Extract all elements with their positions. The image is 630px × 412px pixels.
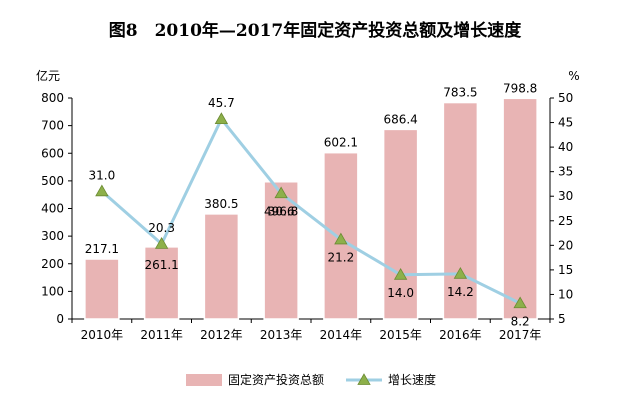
left-tick-label: 400 xyxy=(41,202,64,216)
line-point xyxy=(154,237,169,249)
right-tick-label: 10 xyxy=(558,287,573,301)
bar-value-label: 798.8 xyxy=(503,81,537,95)
right-tick-label: 25 xyxy=(558,214,573,228)
x-tick-label: 2014年 xyxy=(320,328,363,342)
left-tick-label: 700 xyxy=(41,119,64,133)
line-value-label: 31.0 xyxy=(89,168,116,182)
legend-line-marker xyxy=(357,373,371,385)
line-value-label: 14.0 xyxy=(387,286,414,300)
legend-bar-swatch xyxy=(186,374,222,386)
line-value-label: 45.7 xyxy=(208,96,235,110)
left-tick-label: 500 xyxy=(41,174,64,188)
line-point xyxy=(393,267,408,280)
line-value-label: 14.2 xyxy=(447,285,474,299)
bar xyxy=(502,97,538,320)
bar-value-label: 217.1 xyxy=(85,242,119,256)
x-tick-label: 2010年 xyxy=(81,328,124,342)
line-point xyxy=(334,232,348,245)
left-tick-label: 800 xyxy=(41,91,64,105)
right-tick-label: 5 xyxy=(558,312,566,326)
bar xyxy=(382,128,419,320)
line-value-label: 8.2 xyxy=(511,314,530,328)
left-tick-label: 300 xyxy=(41,229,64,243)
line-point xyxy=(513,296,527,309)
x-tick-label: 2015年 xyxy=(379,328,422,342)
right-axis-unit: % xyxy=(568,69,579,83)
bar xyxy=(203,213,240,320)
line-point xyxy=(274,186,288,199)
left-tick-label: 100 xyxy=(41,284,64,298)
line-value-label: 30.6 xyxy=(268,204,295,218)
right-tick-label: 20 xyxy=(558,238,573,252)
bar xyxy=(263,181,299,320)
right-tick-label: 45 xyxy=(558,116,573,130)
bar-value-label: 783.5 xyxy=(443,86,477,100)
x-tick-label: 2012年 xyxy=(200,328,243,342)
bar xyxy=(84,258,120,320)
legend-bar-label: 固定资产投资总额 xyxy=(228,372,324,387)
right-tick-label: 40 xyxy=(558,140,573,154)
line-point xyxy=(453,267,468,279)
legend-line-label: 增长速度 xyxy=(388,372,436,387)
bar-value-label: 261.1 xyxy=(144,258,178,272)
line-value-label: 20.3 xyxy=(148,221,175,235)
line-point xyxy=(214,112,229,125)
right-tick-label: 15 xyxy=(558,263,573,277)
bar-value-label: 380.5 xyxy=(204,197,238,211)
line-point xyxy=(95,184,109,197)
bar-value-label: 602.1 xyxy=(324,136,358,150)
x-tick-label: 2017年 xyxy=(499,328,542,342)
x-tick-label: 2011年 xyxy=(140,328,183,342)
right-tick-label: 35 xyxy=(558,165,573,179)
right-tick-label: 50 xyxy=(558,91,573,105)
left-tick-label: 200 xyxy=(41,257,64,271)
left-tick-label: 600 xyxy=(41,146,64,160)
x-tick-label: 2016年 xyxy=(439,328,482,342)
legend: 固定资产投资总额 增长速度 xyxy=(186,372,436,387)
bar-value-label: 686.4 xyxy=(383,112,417,126)
left-tick-label: 0 xyxy=(56,312,64,326)
left-axis-unit: 亿元 xyxy=(36,68,60,83)
bar xyxy=(442,101,479,320)
right-tick-label: 30 xyxy=(558,189,573,203)
line-value-label: 21.2 xyxy=(328,250,355,264)
chart-title: 图8 2010年—2017年固定资产投资总额及增长速度 xyxy=(109,20,522,41)
x-tick-label: 2013年 xyxy=(260,328,303,342)
bar-value-label: 496.8 xyxy=(264,204,298,218)
plot-area: 0 100 200 300 400 500 600 700 800 5 10 15 20 25 30 35 40… xyxy=(41,81,573,342)
growth-rate-line xyxy=(100,117,521,305)
